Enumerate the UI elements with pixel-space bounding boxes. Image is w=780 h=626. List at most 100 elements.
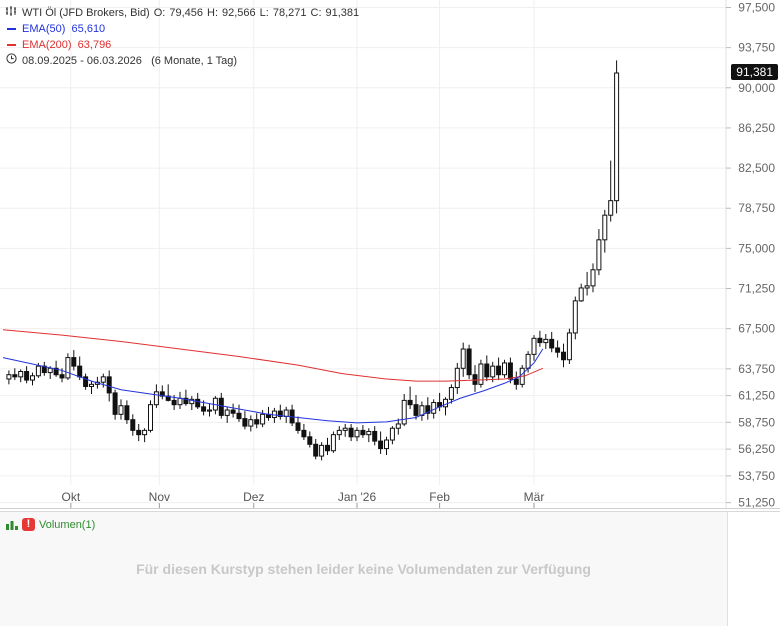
candle bbox=[295, 416, 301, 434]
candle bbox=[313, 438, 319, 460]
candle bbox=[549, 331, 555, 353]
candle bbox=[566, 328, 572, 365]
candle bbox=[490, 361, 496, 383]
candle-body bbox=[47, 367, 53, 374]
ema50-swatch bbox=[6, 28, 16, 31]
candle-body bbox=[549, 338, 555, 349]
candle-body bbox=[171, 399, 177, 406]
x-tick-label: Feb bbox=[429, 490, 450, 504]
candle bbox=[124, 400, 130, 424]
candle bbox=[572, 296, 578, 340]
candle bbox=[590, 263, 596, 293]
candle bbox=[425, 397, 431, 420]
candle bbox=[378, 431, 384, 454]
ema200-swatch bbox=[6, 44, 16, 47]
candle-body bbox=[224, 409, 230, 416]
candle-body bbox=[537, 337, 543, 344]
ema200-legend[interactable]: EMA(200) 63,796 bbox=[5, 37, 363, 53]
candle-body bbox=[401, 399, 407, 425]
candle-body bbox=[248, 419, 254, 427]
candle bbox=[195, 392, 201, 409]
candle bbox=[71, 350, 77, 371]
candle bbox=[395, 418, 401, 435]
candle-body bbox=[561, 351, 566, 361]
candle bbox=[513, 371, 519, 390]
candle-body bbox=[454, 367, 460, 389]
candle bbox=[342, 423, 348, 437]
candle-body bbox=[360, 429, 366, 436]
y-tick-label: 93,750 bbox=[738, 41, 775, 55]
candle-body bbox=[590, 269, 596, 287]
candle-body bbox=[395, 423, 401, 429]
x-tick-label: Nov bbox=[149, 490, 170, 504]
candle-body bbox=[218, 397, 224, 416]
y-tick-label: 53,750 bbox=[738, 469, 775, 483]
x-tick-label: Dez bbox=[243, 490, 264, 504]
candle-body bbox=[372, 430, 378, 442]
candle-body bbox=[307, 436, 313, 445]
candle bbox=[112, 389, 118, 420]
candle bbox=[18, 369, 24, 383]
candle bbox=[142, 428, 148, 443]
candle-body bbox=[136, 429, 142, 436]
clock-icon[interactable] bbox=[5, 53, 17, 69]
candle bbox=[189, 396, 195, 411]
y-tick-label: 67,500 bbox=[738, 322, 775, 336]
candle bbox=[584, 271, 590, 296]
ema50-legend[interactable]: EMA(50) 65,610 bbox=[5, 21, 363, 37]
candle bbox=[325, 437, 330, 456]
candle bbox=[507, 357, 513, 384]
candle-body bbox=[319, 444, 325, 457]
candle-body bbox=[484, 363, 490, 378]
candle bbox=[6, 370, 12, 385]
candle bbox=[596, 229, 602, 276]
y-tick-label: 51,250 bbox=[738, 496, 775, 510]
candle-body bbox=[53, 367, 59, 376]
candle-body bbox=[301, 429, 307, 438]
candle bbox=[454, 362, 460, 394]
volume-legend[interactable]: ! Volumen(1) bbox=[6, 518, 95, 531]
low-label: L: bbox=[259, 7, 269, 19]
candle-body bbox=[448, 387, 454, 400]
volume-unavailable-message: Für diesen Kurstyp stehen leider keine V… bbox=[136, 561, 591, 577]
close-value: 91,381 bbox=[325, 7, 360, 19]
y-tick-label: 63,750 bbox=[738, 362, 775, 376]
candle bbox=[277, 404, 283, 420]
candle bbox=[561, 343, 566, 368]
candle-body bbox=[378, 440, 384, 450]
candle-body bbox=[513, 378, 519, 385]
candle-body bbox=[425, 405, 431, 414]
candle-type-icon[interactable] bbox=[5, 5, 17, 21]
price-chart[interactable]: 97,500 93,750 90,000 86,250 82,500 78,750 75,0… bbox=[0, 0, 780, 510]
candle-body bbox=[112, 392, 118, 415]
candle bbox=[319, 442, 325, 461]
candle bbox=[496, 357, 502, 381]
volume-pane: ! Volumen(1) Für diesen Kurstyp stehen l… bbox=[0, 511, 727, 626]
candle-body bbox=[148, 404, 153, 431]
volume-label: Volumen(1) bbox=[39, 518, 96, 531]
bar-chart-icon bbox=[6, 520, 18, 530]
candle bbox=[224, 406, 230, 423]
candle-body bbox=[584, 285, 590, 289]
candle bbox=[460, 342, 466, 377]
candle-body bbox=[507, 362, 513, 380]
candle bbox=[30, 372, 35, 386]
candle-body bbox=[283, 409, 289, 417]
y-tick-label: 90,000 bbox=[738, 81, 775, 95]
candle bbox=[448, 384, 454, 404]
candle-body bbox=[543, 338, 549, 344]
range-note: (6 Monate, 1 Tag) bbox=[151, 55, 238, 67]
candle bbox=[24, 366, 30, 384]
y-tick-label: 97,500 bbox=[738, 0, 775, 14]
candle-body bbox=[443, 398, 448, 408]
candle-body bbox=[578, 287, 584, 302]
candle-body bbox=[207, 409, 212, 412]
candle-body bbox=[142, 429, 148, 436]
candle-body bbox=[389, 427, 395, 441]
candle-body bbox=[525, 353, 531, 369]
candle-body bbox=[24, 370, 30, 381]
candle bbox=[248, 415, 254, 432]
candle-body bbox=[330, 434, 336, 452]
candle-body bbox=[6, 374, 12, 380]
candle-body bbox=[566, 332, 572, 361]
